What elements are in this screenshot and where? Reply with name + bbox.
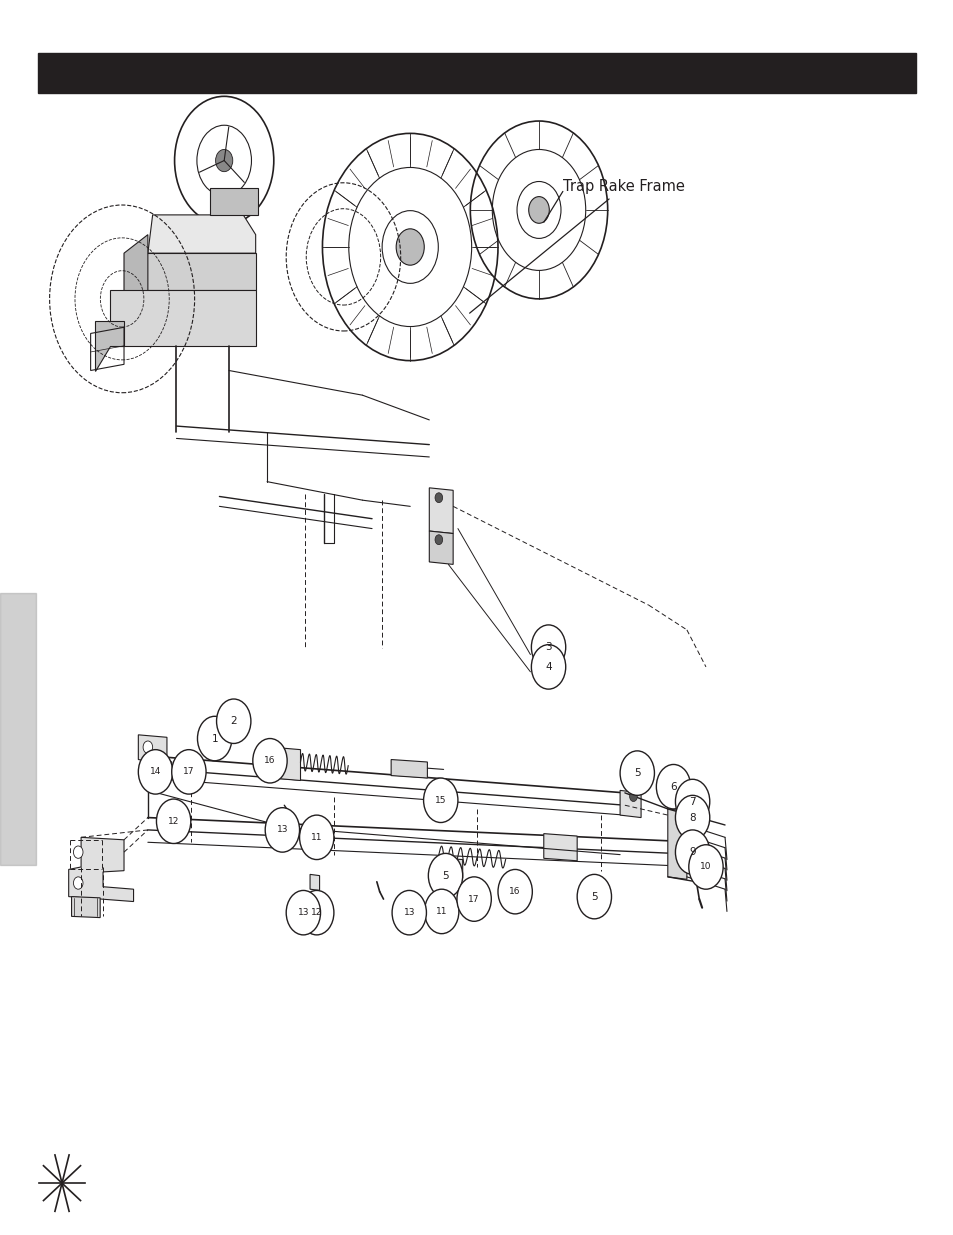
Circle shape <box>629 792 637 802</box>
Text: 3: 3 <box>545 642 551 652</box>
Circle shape <box>143 762 152 774</box>
Circle shape <box>675 779 709 824</box>
Text: 17: 17 <box>183 767 194 777</box>
Circle shape <box>456 877 491 921</box>
Text: 5: 5 <box>591 892 597 902</box>
Polygon shape <box>429 531 453 564</box>
Circle shape <box>675 795 709 840</box>
Polygon shape <box>124 235 148 321</box>
Circle shape <box>299 815 334 860</box>
Text: 12: 12 <box>168 816 179 826</box>
Circle shape <box>216 699 251 743</box>
Circle shape <box>435 535 442 545</box>
Text: 13: 13 <box>276 825 288 835</box>
Polygon shape <box>124 253 255 290</box>
Circle shape <box>531 625 565 669</box>
Circle shape <box>531 645 565 689</box>
Text: 8: 8 <box>689 813 695 823</box>
Polygon shape <box>210 188 257 215</box>
Text: 17: 17 <box>468 894 479 904</box>
Circle shape <box>619 751 654 795</box>
Circle shape <box>73 877 83 889</box>
Circle shape <box>428 853 462 898</box>
Circle shape <box>675 830 709 874</box>
Circle shape <box>172 750 206 794</box>
Text: 11: 11 <box>311 832 322 842</box>
Text: 5: 5 <box>634 768 639 778</box>
Circle shape <box>299 890 334 935</box>
Circle shape <box>392 890 426 935</box>
Circle shape <box>253 739 287 783</box>
Text: 4: 4 <box>545 662 551 672</box>
Text: Trap Rake Frame: Trap Rake Frame <box>469 179 684 314</box>
Circle shape <box>435 493 442 503</box>
Circle shape <box>497 869 532 914</box>
Text: 10: 10 <box>700 862 711 872</box>
Bar <box>0 593 36 864</box>
Text: 9: 9 <box>689 847 695 857</box>
Polygon shape <box>443 858 462 878</box>
Polygon shape <box>95 321 124 370</box>
Circle shape <box>424 889 458 934</box>
Polygon shape <box>148 215 255 253</box>
Text: 16: 16 <box>264 756 275 766</box>
Circle shape <box>688 845 722 889</box>
Circle shape <box>138 750 172 794</box>
Text: 13: 13 <box>403 908 415 918</box>
Circle shape <box>143 741 152 753</box>
Polygon shape <box>69 837 133 902</box>
Polygon shape <box>110 290 255 346</box>
Circle shape <box>656 764 690 809</box>
Text: 5: 5 <box>442 871 448 881</box>
Polygon shape <box>272 747 300 781</box>
Text: 13: 13 <box>297 908 309 918</box>
Text: 14: 14 <box>150 767 161 777</box>
Circle shape <box>528 196 549 224</box>
Circle shape <box>215 149 233 172</box>
Text: 6: 6 <box>670 782 676 792</box>
Circle shape <box>286 890 320 935</box>
Circle shape <box>395 228 424 266</box>
Bar <box>38 53 915 93</box>
Circle shape <box>156 799 191 844</box>
Polygon shape <box>543 834 577 861</box>
Polygon shape <box>138 735 172 779</box>
Text: 2: 2 <box>231 716 236 726</box>
Polygon shape <box>310 874 319 890</box>
Circle shape <box>423 778 457 823</box>
Circle shape <box>265 808 299 852</box>
Polygon shape <box>71 897 100 918</box>
Polygon shape <box>667 809 686 879</box>
Text: 1: 1 <box>212 734 217 743</box>
Polygon shape <box>619 790 640 818</box>
Text: 11: 11 <box>436 906 447 916</box>
Text: 7: 7 <box>689 797 695 806</box>
Text: 15: 15 <box>435 795 446 805</box>
Circle shape <box>577 874 611 919</box>
Circle shape <box>73 846 83 858</box>
Polygon shape <box>429 488 453 534</box>
Text: 12: 12 <box>311 908 322 918</box>
Text: 16: 16 <box>509 887 520 897</box>
Circle shape <box>197 716 232 761</box>
Polygon shape <box>391 760 427 778</box>
